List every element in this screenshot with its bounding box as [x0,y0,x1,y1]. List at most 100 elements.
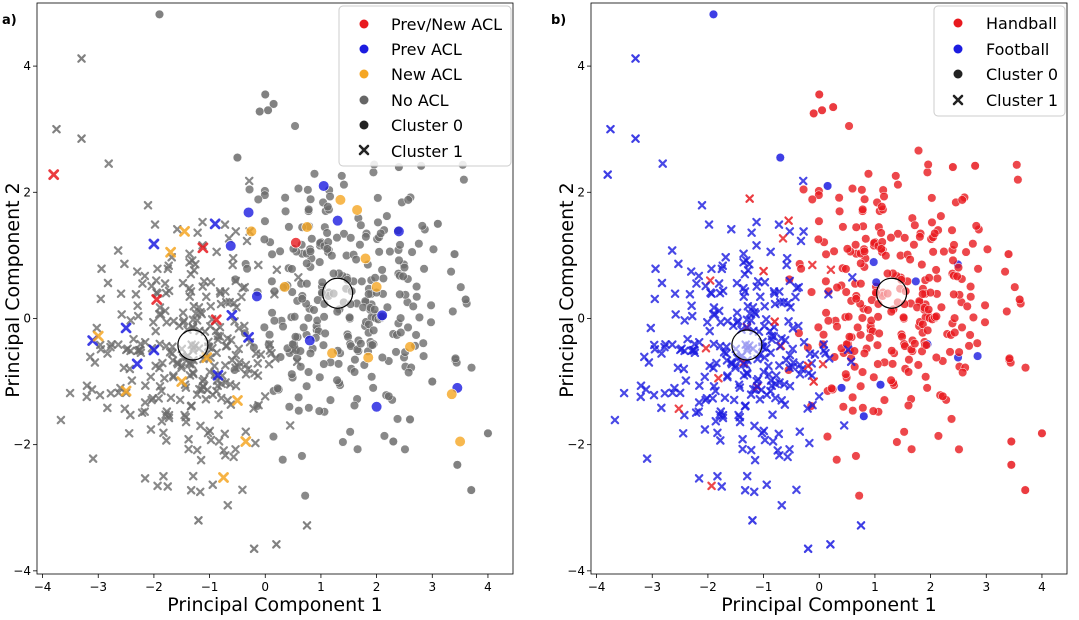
panel-a-centroid-cluster-0 [322,277,354,309]
panel-a-scatter-point [319,312,329,322]
panel-a-highlight-point [245,225,257,237]
panel-b-scatter-point [922,383,932,393]
panel-b-scatter-point [877,202,887,212]
panel-b-scatter-point [774,429,784,439]
panel-b-scatter-point [796,236,806,246]
panel-b-scatter-point [973,351,983,361]
panel-a-scatter-point [294,273,303,282]
panel-b-scatter-point [709,303,719,312]
panel-b-scatter-point [674,404,684,414]
panel-a-scatter-point [177,363,186,373]
panel-b-scatter-point [657,403,666,413]
panel-b-scatter-point [714,279,724,288]
panel-a-scatter-point [195,487,205,497]
panel-b-scatter-point [1015,294,1025,305]
panel-a-scatter-point [303,313,313,323]
panel-b-scatter-point [947,225,957,235]
panel-a-scatter-point [403,322,413,332]
panel-a-scatter-point [293,183,304,194]
panel-b-scatter-point [950,327,960,338]
panel-a-scatter-point [302,381,312,391]
panel-a-scatter-point [124,429,134,438]
panel-b-scatter-point [762,480,772,490]
panel-a-scatter-point [357,276,367,286]
panel-a-scatter-point [355,240,365,250]
panel-a-scatter-point [103,278,113,288]
panel-b-scatter-point [732,318,742,327]
panel-a-scatter-point [107,340,116,349]
panel-b-y-tick-label: −4 [567,564,585,578]
panel-b-scatter-point [827,383,837,393]
panel-b-scatter-point [775,297,785,307]
panel-a-scatter-point [259,322,269,332]
panel-b-scatter-point [886,375,896,385]
panel-b-scatter-point [865,333,875,343]
legend-label-football: Football [986,40,1049,59]
panel-b-scatter-point [868,406,878,416]
panel-b-scatter-point [905,254,915,265]
panel-a-scatter-point [220,220,230,229]
panel-b-scatter-point [851,240,861,250]
panel-b-scatter-point [774,220,784,229]
panel-b-scatter-point [834,193,844,203]
panel-a-scatter-point [407,247,417,257]
panel-b-scatter-point [735,383,745,392]
panel-b-scatter-point [782,260,791,270]
panel-a-scatter-point [133,346,142,356]
panel-b-scatter-point [721,349,731,358]
panel-b-scatter-point [857,185,867,195]
panel-a-highlight-point [226,309,238,321]
panel-b-scatter-point [775,287,784,296]
panel-b-scatter-point [822,432,832,442]
panel-b-scatter-point [924,304,934,315]
panel-a-scatter-point [220,429,230,439]
panel-b-scatter-point [1004,353,1015,363]
panel-b-scatter-point [899,427,909,437]
panel-a-scatter-point [140,337,150,347]
panel-b-scatter-point [844,121,854,131]
panel-b-scatter-point [792,485,801,495]
legend-label-new-acl: New ACL [391,65,462,84]
panel-a-scatter-point [483,428,493,438]
panel-b-chart: b) −4 −3 −2 −1 0 1 2 3 4 −4 −2 0 2 4 Principal Compon… [551,2,1068,616]
panel-a-scatter-point [253,359,263,368]
panel-b-scatter-point [768,437,778,446]
panel-b-scatter-point [708,9,719,19]
legend-marker-cluster-1 [952,94,964,106]
legend-label-prev-new-acl: Prev/New ACL [391,15,502,34]
panel-b-scatter-point [738,444,747,454]
panel-a-scatter-point [157,416,167,426]
panel-a-scatter-point [270,290,279,299]
panel-a-scatter-point [367,372,377,382]
panel-a-scatter-point [332,233,342,243]
panel-a-scatter-point [368,383,378,393]
legend-item-no-acl: No ACL [359,91,449,110]
panel-a-scatter-point [290,121,300,131]
panel-a-scatter-point [205,426,215,436]
panel-b-scatter-point [713,471,722,481]
panel-b-scatter-point [743,369,752,379]
panel-b-scatter-point [917,346,927,356]
panel-b-scatter-point [700,372,710,382]
panel-a-scatter-point [235,358,244,367]
panel-a-scatter-point [346,233,356,243]
panel-b-scatter-point [619,388,629,398]
panel-b-scatter-point [904,355,914,365]
panel-a-scatter-point [132,267,142,276]
panel-b-scatter-point [775,361,784,370]
panel-b-scatter-point [703,317,712,327]
panel-b-scatter-point [760,277,770,287]
legend-item-football: Football [953,40,1049,59]
panel-b-scatter-point [780,335,790,345]
panel-b-y-tick-label: 2 [577,185,585,199]
panel-a-scatter-point [456,282,466,292]
panel-a-scatter-point [192,445,202,455]
panel-a-scatter-point [116,289,126,299]
panel-b-scatter-point [786,302,795,312]
panel-b-scatter-point [739,359,749,369]
panel-b-scatter-point [709,363,718,373]
panel-b-scatter-point [749,487,759,497]
panel-b-scatter-point [667,246,677,255]
panel-a-ticks: −4 −3 −2 −1 0 1 2 3 4 −4 −2 0 2 4 [13,59,491,594]
panel-b-scatter-point [893,180,903,190]
